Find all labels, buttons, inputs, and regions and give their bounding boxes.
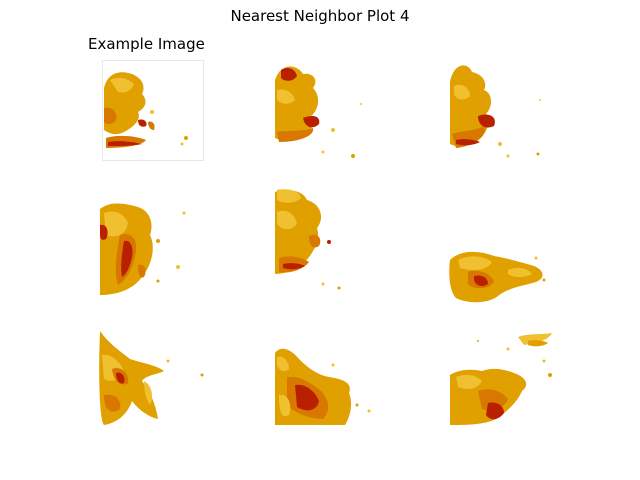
example-image — [102, 60, 212, 162]
neighbor-8 — [448, 325, 558, 427]
neighbor-2 — [448, 60, 558, 162]
neighbor-6 — [98, 325, 208, 427]
neighbor-5 — [448, 225, 558, 327]
neighbor-3 — [98, 195, 208, 297]
neighbor-4 — [273, 188, 383, 290]
figure-title: Nearest Neighbor Plot 4 — [230, 7, 410, 25]
neighbor-1 — [273, 60, 383, 162]
example-image-frame — [102, 60, 204, 161]
neighbor-7 — [273, 325, 383, 427]
example-image-title: Example Image — [88, 35, 205, 53]
